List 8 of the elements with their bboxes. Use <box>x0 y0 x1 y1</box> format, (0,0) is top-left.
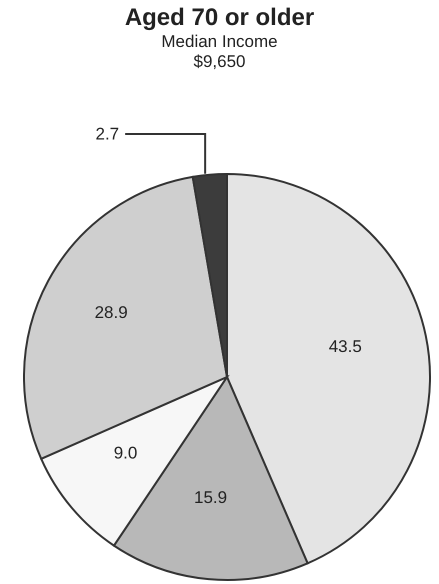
data-label: 15.9 <box>194 488 228 507</box>
data-label: 2.7 <box>96 124 120 144</box>
data-label: 43.5 <box>328 336 362 356</box>
chart-subtitle: Median Income <box>160 32 279 52</box>
chart-title: Aged 70 or older <box>124 4 316 32</box>
text: $9,650 <box>192 52 246 72</box>
data-label: 28.9 <box>94 302 128 322</box>
data-label: 9.0 <box>114 443 138 462</box>
